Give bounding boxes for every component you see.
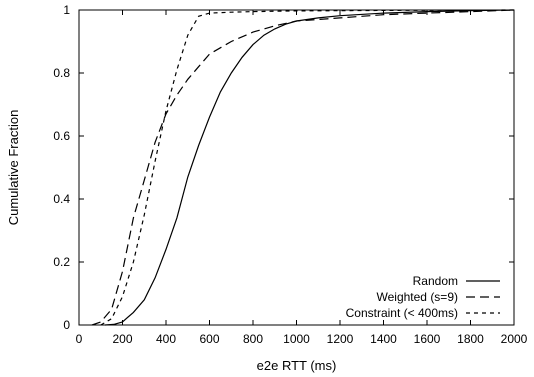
x-tick-label: 600	[199, 332, 219, 346]
legend-label: Constraint (< 400ms)	[346, 306, 458, 320]
series-lines	[91, 9, 515, 326]
x-tick-label: 200	[112, 332, 132, 346]
series-line-1	[105, 9, 515, 326]
series-line-3	[100, 9, 515, 326]
y-tick-label: 0.8	[53, 66, 70, 80]
y-tick-label: 0	[63, 318, 70, 332]
x-axis: 0 200 400 600 800 1000 1200 1400 1600 1800 2000	[76, 10, 528, 346]
legend-label: Weighted (s=9)	[377, 290, 459, 304]
y-tick-label: 0.4	[53, 192, 70, 206]
y-tick-label: 0.2	[53, 255, 70, 269]
x-axis-title: e2e RTT (ms)	[257, 358, 337, 373]
x-tick-label: 1000	[283, 332, 310, 346]
x-tick-label: 2000	[501, 332, 528, 346]
legend-label: Random	[413, 274, 458, 288]
y-tick-label: 1	[63, 3, 70, 17]
x-tick-label: 0	[76, 332, 83, 346]
x-tick-label: 1400	[370, 332, 397, 346]
y-axis: 0 0.2 0.4 0.6 0.8 1	[53, 3, 514, 332]
x-tick-label: 1200	[327, 332, 354, 346]
x-tick-label: 1600	[414, 332, 441, 346]
x-tick-label: 1800	[457, 332, 484, 346]
series-line-2	[91, 9, 515, 326]
y-axis-title: Cumulative Fraction	[6, 110, 21, 226]
y-tick-label: 0.6	[53, 129, 70, 143]
x-tick-label: 800	[243, 332, 263, 346]
legend: Random Weighted (s=9) Constraint (< 400ms)	[346, 274, 500, 320]
x-tick-label: 400	[156, 332, 176, 346]
